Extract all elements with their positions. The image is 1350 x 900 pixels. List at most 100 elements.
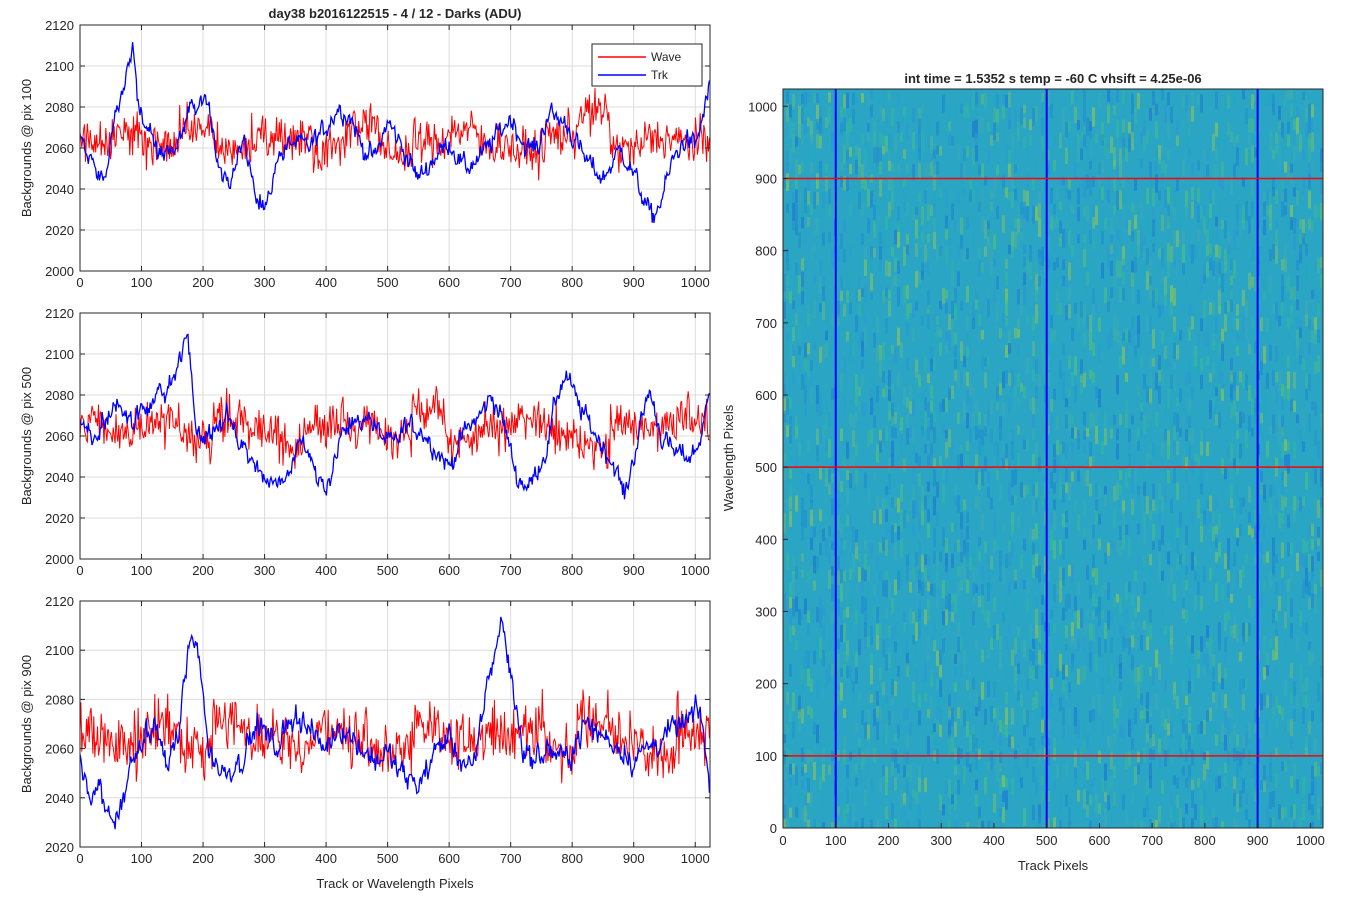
heatmap-cell — [1011, 470, 1014, 488]
heatmap-cell — [912, 219, 915, 238]
heatmap-cell — [1287, 327, 1290, 341]
heatmap-cell — [1053, 738, 1056, 755]
heatmap-cell — [1137, 666, 1140, 682]
heatmap-cell — [867, 724, 870, 740]
heatmap-cell — [1308, 119, 1311, 139]
heatmap-cell — [1317, 485, 1320, 505]
heatmap-cell — [978, 537, 981, 546]
heatmap-cell — [861, 552, 864, 564]
heatmap-cell — [1215, 163, 1218, 180]
heatmap-cell — [1161, 173, 1164, 189]
heatmap-cell — [1209, 203, 1212, 218]
heatmap-cell — [1191, 428, 1194, 446]
heatmap-cell — [1146, 692, 1149, 710]
heatmap-cell — [1242, 177, 1245, 187]
heatmap-cell — [963, 663, 966, 676]
heatmap-cell — [999, 720, 1002, 733]
heatmap-cell — [855, 289, 858, 302]
heatmap-cell — [852, 92, 855, 105]
heatmap-cell — [924, 495, 927, 510]
heatmap-cell — [1143, 510, 1146, 528]
heatmap-cell — [1083, 789, 1086, 809]
heatmap-cell — [1125, 120, 1128, 131]
heatmap-cell — [1308, 720, 1311, 734]
heatmap-cell — [831, 248, 834, 267]
heatmap-cell — [1056, 584, 1059, 595]
heatmap-cell — [933, 735, 936, 746]
heatmap-cell — [822, 301, 825, 321]
heatmap-cell — [1077, 638, 1080, 652]
heatmap-cell — [1083, 779, 1086, 795]
heatmap-cell — [1092, 288, 1095, 304]
heatmap-cell — [861, 332, 864, 348]
heatmap-cell — [1116, 190, 1119, 210]
heatmap-cell — [798, 122, 801, 138]
heatmap-cell — [1152, 818, 1155, 828]
heatmap-cell — [987, 411, 990, 426]
heatmap-cell — [978, 471, 981, 491]
heatmap-cell — [1080, 131, 1083, 141]
heatmap-cell — [1044, 747, 1047, 760]
heatmap-cell — [1116, 329, 1119, 344]
heatmap-cell — [1236, 217, 1239, 237]
heatmap-cell — [1275, 636, 1278, 651]
heatmap-cell — [1182, 817, 1185, 828]
heatmap-cell — [1086, 780, 1089, 795]
heatmap-cell — [1035, 665, 1038, 679]
heatmap-cell — [1152, 524, 1155, 541]
heatmap-cell — [1305, 747, 1308, 757]
heatmap-cell — [1146, 131, 1149, 145]
heatmap-cell — [1167, 398, 1170, 408]
heatmap-cell — [906, 318, 909, 336]
heatmap-cell — [891, 402, 894, 416]
heatmap-cell — [1113, 313, 1116, 327]
heatmap-cell — [1170, 822, 1173, 828]
heatmap-cell — [828, 552, 831, 566]
heatmap-cell — [891, 359, 894, 372]
heatmap-cell — [1005, 271, 1008, 285]
heatmap-cell — [1092, 304, 1095, 320]
heatmap-cell — [801, 468, 804, 488]
heatmap-cell — [1029, 119, 1032, 131]
heatmap-cell — [1194, 345, 1197, 363]
heatmap-cell — [1050, 216, 1053, 230]
heatmap-cell — [1152, 442, 1155, 457]
heatmap-cell — [930, 442, 933, 459]
heatmap-cell — [888, 388, 891, 402]
heatmap-cell — [987, 356, 990, 368]
heatmap-cell — [828, 525, 831, 537]
heatmap-cell — [879, 777, 882, 793]
heatmap-cell — [903, 246, 906, 266]
heatmap-cell — [1134, 667, 1137, 685]
heatmap-cell — [1185, 429, 1188, 442]
heatmap-cell — [1119, 625, 1122, 635]
heatmap-cell — [924, 190, 927, 204]
heatmap-cell — [789, 707, 792, 723]
heatmap-cell — [852, 174, 855, 194]
heatmap-cell — [1104, 495, 1107, 507]
heatmap-cell — [1311, 710, 1314, 722]
heatmap-cell — [789, 454, 792, 465]
heatmap-cell — [1290, 304, 1293, 315]
heatmap-cell — [807, 792, 810, 803]
heatmap-cell — [1299, 595, 1302, 611]
heatmap-cell — [1116, 374, 1119, 395]
heatmap-cell — [1206, 230, 1209, 248]
heatmap-cell — [1047, 818, 1050, 828]
heatmap-cell — [1047, 355, 1050, 371]
heatmap-cell — [1320, 148, 1323, 162]
heatmap-cell — [1227, 750, 1230, 766]
heatmap-cell — [1023, 189, 1026, 202]
heatmap-cell — [1308, 318, 1311, 331]
heatmap-cell — [1230, 131, 1233, 143]
heatmap-cell — [1140, 159, 1143, 169]
heatmap-cell — [1149, 705, 1152, 718]
heatmap-cell — [849, 302, 852, 315]
heatmap-cell — [837, 570, 840, 585]
heatmap-cell — [987, 680, 990, 698]
heatmap-cell — [1032, 554, 1035, 572]
heatmap-cell — [1017, 663, 1020, 675]
heatmap-cell — [906, 303, 909, 322]
heatmap-cell — [882, 765, 885, 776]
heatmap-cell — [1275, 345, 1278, 361]
